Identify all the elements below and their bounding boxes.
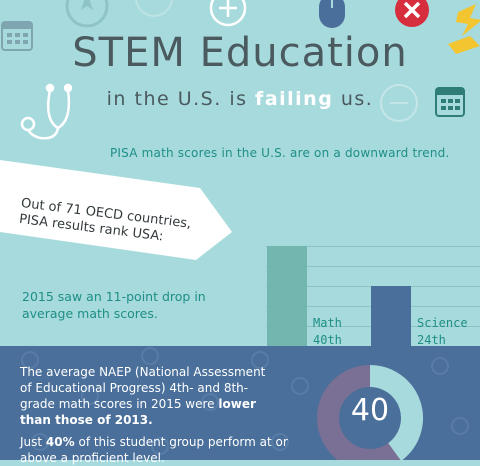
plus-icon [209,0,247,27]
bar-science [371,286,411,346]
calendar-icon-right [435,87,465,117]
minus-icon [380,84,418,122]
background-pattern [21,347,469,455]
circle-outline-icon [135,0,173,17]
decorative-icons [1,0,480,140]
donut-value: 40 [350,393,390,428]
rank-banner [0,160,232,260]
stethoscope-icon [20,83,73,140]
donut-arc-proficient [369,365,423,460]
proficiency-donut [317,365,423,460]
naep-paragraph: The average NAEP (National Assessment of… [20,365,266,427]
bar-math [267,246,307,346]
chart-gridline [266,246,480,247]
compass-icon [65,0,109,28]
calendar-icon [1,21,33,51]
lightning-icon [448,4,480,54]
page-subtitle: in the U.S. is failing us. [106,88,374,110]
bar-label-science: Science 24th [417,316,468,347]
mouse-icon [319,0,345,28]
chart-gridline [266,266,480,267]
subtitle-highlight: failing [255,88,334,110]
score-drop-text: 2015 saw an 11-point drop in average mat… [22,289,206,321]
pisa-trend-note: PISA math scores in the U.S. are on a do… [110,146,450,160]
bar-label-math: Math 40th [313,316,342,347]
page-title: STEM Education [72,30,408,76]
close-icon [395,0,429,27]
proficiency-paragraph: Just 40% of this student group perform a… [20,435,288,465]
